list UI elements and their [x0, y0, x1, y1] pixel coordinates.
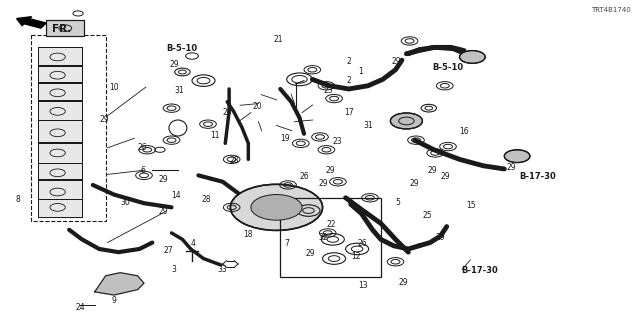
Circle shape — [251, 195, 302, 220]
Text: 27: 27 — [163, 246, 173, 255]
Text: FR.: FR. — [52, 24, 72, 34]
Text: B-17-30: B-17-30 — [461, 266, 497, 275]
Text: 29: 29 — [170, 60, 179, 69]
Text: 29: 29 — [428, 166, 437, 175]
Text: 22: 22 — [326, 220, 336, 229]
Text: 7: 7 — [285, 239, 290, 248]
Text: 29: 29 — [392, 57, 401, 66]
Text: 12: 12 — [351, 252, 360, 261]
Bar — [38, 47, 82, 65]
Text: 8: 8 — [16, 195, 20, 204]
Circle shape — [504, 150, 530, 163]
Bar — [46, 20, 84, 36]
Text: 29: 29 — [440, 172, 450, 181]
Bar — [38, 199, 82, 217]
Text: 17: 17 — [344, 108, 354, 117]
Bar — [31, 35, 106, 221]
Text: 4: 4 — [191, 239, 196, 248]
Text: 16: 16 — [460, 127, 469, 136]
Bar — [38, 143, 82, 163]
Text: 29: 29 — [435, 233, 445, 242]
Text: 29: 29 — [325, 166, 335, 175]
Bar — [38, 66, 82, 82]
Bar — [38, 83, 82, 100]
Text: 23: 23 — [323, 86, 333, 95]
Text: 28: 28 — [229, 156, 239, 165]
Text: 33: 33 — [218, 265, 227, 274]
Text: 29: 29 — [99, 115, 109, 124]
Text: 29: 29 — [159, 207, 168, 216]
Text: 14: 14 — [172, 191, 181, 200]
Text: 15: 15 — [466, 201, 476, 210]
Text: 29: 29 — [319, 179, 328, 188]
Bar — [38, 163, 82, 179]
Text: 24: 24 — [76, 303, 85, 312]
Text: 23: 23 — [333, 137, 342, 146]
Bar — [38, 101, 82, 120]
Bar — [38, 120, 82, 142]
Text: 32: 32 — [319, 233, 328, 242]
Text: 31: 31 — [174, 86, 184, 95]
Text: 21: 21 — [274, 35, 284, 44]
FancyArrow shape — [17, 17, 46, 28]
Bar — [38, 120, 82, 142]
Text: TRT4B1740: TRT4B1740 — [591, 7, 630, 13]
Text: 20: 20 — [253, 102, 262, 111]
Text: 2: 2 — [347, 57, 351, 66]
Text: 11: 11 — [210, 131, 220, 140]
Text: 5: 5 — [396, 198, 401, 207]
Text: 29: 29 — [306, 249, 316, 258]
Text: 30: 30 — [120, 198, 130, 207]
Text: B-17-30: B-17-30 — [520, 172, 556, 181]
Text: 25: 25 — [422, 211, 432, 220]
Text: 3: 3 — [172, 265, 177, 274]
Text: 26: 26 — [223, 108, 232, 117]
Bar — [46, 20, 84, 36]
Text: 9: 9 — [112, 296, 117, 305]
Bar — [38, 163, 82, 179]
Text: 26: 26 — [138, 143, 147, 152]
Text: 2: 2 — [347, 76, 351, 85]
Bar — [38, 180, 82, 199]
Bar — [38, 47, 82, 65]
Text: 1: 1 — [358, 67, 363, 76]
Text: 29: 29 — [507, 163, 516, 172]
Circle shape — [460, 51, 485, 63]
Bar — [38, 66, 82, 82]
Text: B-5-10: B-5-10 — [166, 44, 198, 53]
Text: 6: 6 — [141, 166, 146, 175]
Text: 13: 13 — [358, 281, 368, 290]
Polygon shape — [95, 273, 144, 295]
Text: 29: 29 — [159, 175, 168, 184]
Bar — [38, 83, 82, 100]
Text: 18: 18 — [243, 230, 253, 239]
Text: 28: 28 — [202, 195, 211, 204]
Bar — [280, 198, 381, 277]
Circle shape — [230, 184, 323, 230]
Text: 19: 19 — [280, 134, 290, 143]
Text: 26: 26 — [357, 239, 367, 248]
Bar — [38, 199, 82, 217]
Bar — [38, 180, 82, 199]
Text: 26: 26 — [300, 172, 309, 181]
Text: 10: 10 — [109, 83, 118, 92]
Text: B-5-10: B-5-10 — [432, 63, 463, 72]
Circle shape — [390, 113, 422, 129]
Bar — [38, 101, 82, 120]
Text: 31: 31 — [364, 121, 373, 130]
Text: 29: 29 — [398, 278, 408, 287]
Text: 29: 29 — [410, 179, 419, 188]
Bar — [38, 143, 82, 163]
